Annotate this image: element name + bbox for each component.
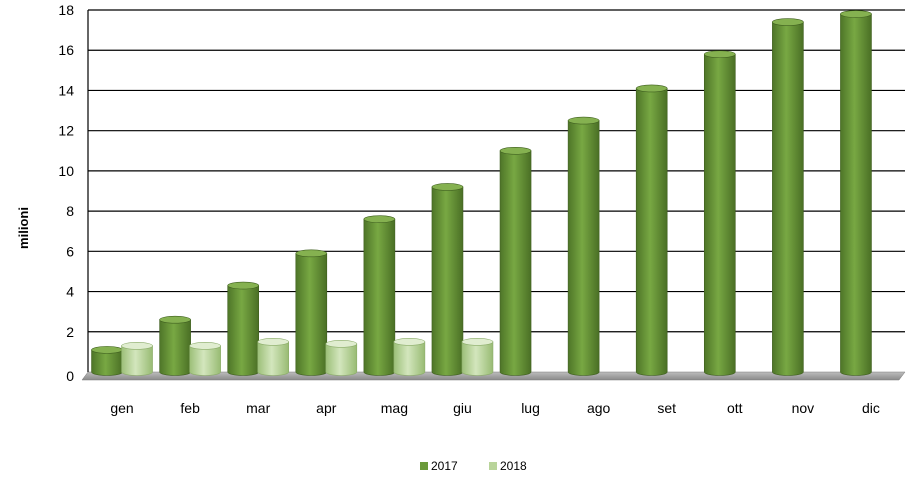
- y-tick-label: 10: [58, 163, 74, 179]
- bar-2017-gen: [92, 346, 123, 375]
- x-tick-label-set: set: [657, 400, 676, 416]
- bar-2017-giu: [432, 183, 463, 375]
- y-tick-label: 18: [58, 2, 74, 18]
- legend-swatch: [489, 462, 497, 470]
- bar-2018-mag: [394, 338, 425, 375]
- bar-2017-lug: [500, 147, 531, 375]
- y-tick-label: 4: [66, 284, 74, 300]
- bar-cap: [258, 338, 289, 345]
- x-axis-labels: gen feb mar apr mag giu lug ago set ott nov dic: [110, 400, 880, 416]
- bars: [92, 11, 872, 376]
- y-tick-label: 14: [58, 82, 74, 98]
- legend-label: 2018: [500, 459, 527, 473]
- bar-cap: [92, 346, 123, 353]
- bar-body: [394, 342, 425, 376]
- bar-cap: [326, 340, 357, 347]
- bar-cap: [772, 19, 803, 26]
- bar-body: [122, 346, 153, 376]
- bar-2018-giu: [462, 338, 493, 375]
- bar-2018-feb: [190, 342, 221, 375]
- x-tick-label-dic: dic: [862, 400, 880, 416]
- bar-body: [190, 346, 221, 376]
- bar-cap: [394, 338, 425, 345]
- bar-cap: [636, 85, 667, 92]
- bar-body: [364, 219, 395, 375]
- bar-2017-mar: [228, 282, 259, 375]
- bar-body: [92, 350, 123, 376]
- legend-item-2017: 2017: [420, 459, 458, 473]
- legend: 2017 2018: [420, 459, 527, 473]
- legend-item-2018: 2018: [489, 459, 527, 473]
- bar-cap: [500, 147, 531, 154]
- bar-2017-mag: [364, 216, 395, 376]
- bar-body: [568, 121, 599, 376]
- bar-cap: [432, 183, 463, 190]
- x-tick-label-ott: ott: [727, 400, 743, 416]
- x-tick-label-gen: gen: [110, 400, 133, 416]
- bar-2018-mar: [258, 338, 289, 375]
- bar-2017-dic: [840, 11, 871, 376]
- bar-2018-gen: [122, 342, 153, 375]
- bar-body: [432, 187, 463, 376]
- bar-cap: [296, 250, 327, 257]
- y-axis-title: milioni: [16, 207, 31, 249]
- x-tick-label-nov: nov: [792, 400, 815, 416]
- y-tick-label: 2: [66, 324, 74, 340]
- bar-2017-ott: [704, 51, 735, 376]
- bar-body: [772, 22, 803, 375]
- x-tick-label-lug: lug: [521, 400, 540, 416]
- bar-cap: [462, 338, 493, 345]
- y-tick-label: 0: [66, 368, 74, 384]
- y-tick-label: 12: [58, 123, 74, 139]
- y-tick-label: 8: [66, 203, 74, 219]
- bar-body: [840, 14, 871, 375]
- bar-cap: [568, 117, 599, 124]
- bar-cap: [160, 316, 191, 323]
- x-tick-label-feb: feb: [180, 400, 200, 416]
- bar-cap: [190, 342, 221, 349]
- bar-cap: [704, 51, 735, 58]
- bar-body: [636, 88, 667, 375]
- bar-cap: [228, 282, 259, 289]
- bar-body: [160, 320, 191, 376]
- x-tick-label-mar: mar: [246, 400, 270, 416]
- bar-2017-feb: [160, 316, 191, 375]
- bar-cap: [122, 342, 153, 349]
- bar-body: [500, 151, 531, 376]
- x-tick-label-giu: giu: [453, 400, 472, 416]
- legend-label: 2017: [431, 459, 458, 473]
- y-tick-label: 6: [66, 243, 74, 259]
- bar-2017-nov: [772, 19, 803, 376]
- y-tick-label: 16: [58, 42, 74, 58]
- legend-swatch: [420, 462, 428, 470]
- bar-2018-apr: [326, 340, 357, 375]
- x-tick-label-ago: ago: [587, 400, 611, 416]
- bar-body: [296, 253, 327, 375]
- bar-body: [704, 54, 735, 375]
- x-tick-label-apr: apr: [316, 400, 337, 416]
- bar-cap: [364, 216, 395, 223]
- bar-body: [258, 342, 289, 376]
- x-tick-label-mag: mag: [381, 400, 408, 416]
- bar-2017-apr: [296, 250, 327, 376]
- bar-body: [326, 344, 357, 376]
- y-axis: 0 2 4 6 8 10 12 14 16 18: [58, 2, 88, 384]
- bar-2017-ago: [568, 117, 599, 375]
- bar-2017-set: [636, 85, 667, 376]
- bar-body: [228, 286, 259, 376]
- bar-body: [462, 342, 493, 376]
- bar-cap: [840, 11, 871, 18]
